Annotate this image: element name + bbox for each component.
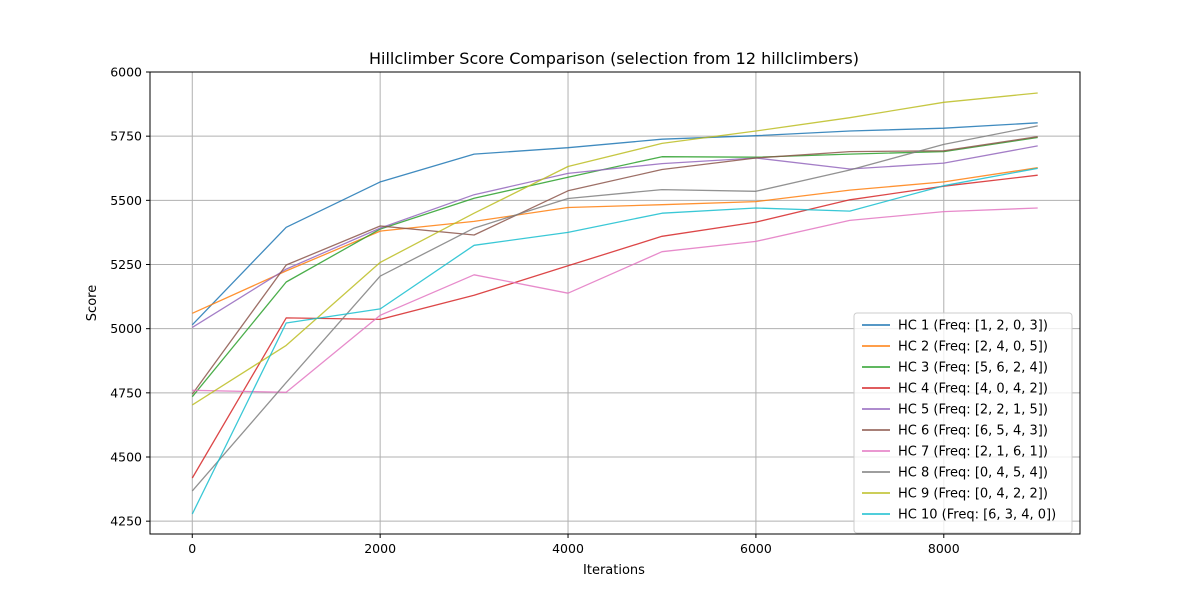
y-tick-label: 5250 bbox=[110, 257, 142, 272]
y-tick-label: 5750 bbox=[110, 129, 142, 144]
legend-label: HC 9 (Freq: [0, 4, 2, 2]) bbox=[898, 487, 1048, 502]
x-tick-label: 6000 bbox=[740, 541, 772, 556]
legend-label: HC 7 (Freq: [2, 1, 6, 1]) bbox=[898, 445, 1048, 460]
y-tick-label: 4250 bbox=[110, 514, 142, 529]
series-line-hc-10 bbox=[191, 167, 1038, 515]
legend: HC 1 (Freq: [1, 2, 0, 3]) HC 2 (Freq: [2,… bbox=[853, 312, 1073, 534]
legend-label: HC 3 (Freq: [5, 6, 2, 4]) bbox=[898, 361, 1048, 376]
series-line-hc-4 bbox=[191, 174, 1038, 479]
series-group bbox=[191, 92, 1038, 515]
legend-label: HC 1 (Freq: [1, 2, 0, 3]) bbox=[898, 319, 1048, 334]
legend-label: HC 2 (Freq: [2, 4, 0, 5]) bbox=[898, 340, 1048, 355]
legend-label: HC 10 (Freq: [6, 3, 4, 0]) bbox=[898, 508, 1056, 523]
x-axis: 0 2000 4000 6000 8000 bbox=[188, 534, 960, 556]
x-tick-label: 4000 bbox=[552, 541, 584, 556]
x-tick-label: 0 bbox=[188, 541, 196, 556]
plot-frame bbox=[149, 71, 1081, 535]
y-tick-label: 5000 bbox=[110, 321, 142, 336]
x-axis-label: Iterations bbox=[583, 563, 645, 578]
x-tick-label: 8000 bbox=[928, 541, 960, 556]
y-tick-label: 5500 bbox=[110, 193, 142, 208]
y-tick-label: 4750 bbox=[110, 385, 142, 400]
series-line-hc-2 bbox=[192, 167, 1038, 314]
y-tick-label: 6000 bbox=[110, 65, 142, 80]
y-axis: 4250 4500 4750 5000 5250 5500 5750 6000 bbox=[110, 65, 150, 529]
series-line-hc-9 bbox=[191, 92, 1038, 406]
series-line-hc-8 bbox=[191, 125, 1038, 492]
legend-box bbox=[853, 312, 1073, 534]
series-line-hc-7 bbox=[192, 207, 1038, 393]
legend-label: HC 4 (Freq: [4, 0, 4, 2]) bbox=[898, 382, 1048, 397]
chart-title: Hillclimber Score Comparison (selection … bbox=[369, 49, 859, 68]
legend-label: HC 6 (Freq: [6, 5, 4, 3]) bbox=[898, 424, 1048, 439]
legend-label: HC 5 (Freq: [2, 2, 1, 5]) bbox=[898, 403, 1048, 418]
y-axis-label: Score bbox=[85, 285, 100, 321]
x-tick-label: 2000 bbox=[364, 541, 396, 556]
series-line-hc-3 bbox=[191, 136, 1038, 398]
legend-label: HC 8 (Freq: [0, 4, 5, 4]) bbox=[898, 466, 1048, 481]
series-line-hc-6 bbox=[191, 136, 1038, 395]
y-tick-label: 4500 bbox=[110, 450, 142, 465]
series-line-hc-1 bbox=[191, 122, 1038, 326]
series-line-hc-5 bbox=[191, 145, 1038, 328]
